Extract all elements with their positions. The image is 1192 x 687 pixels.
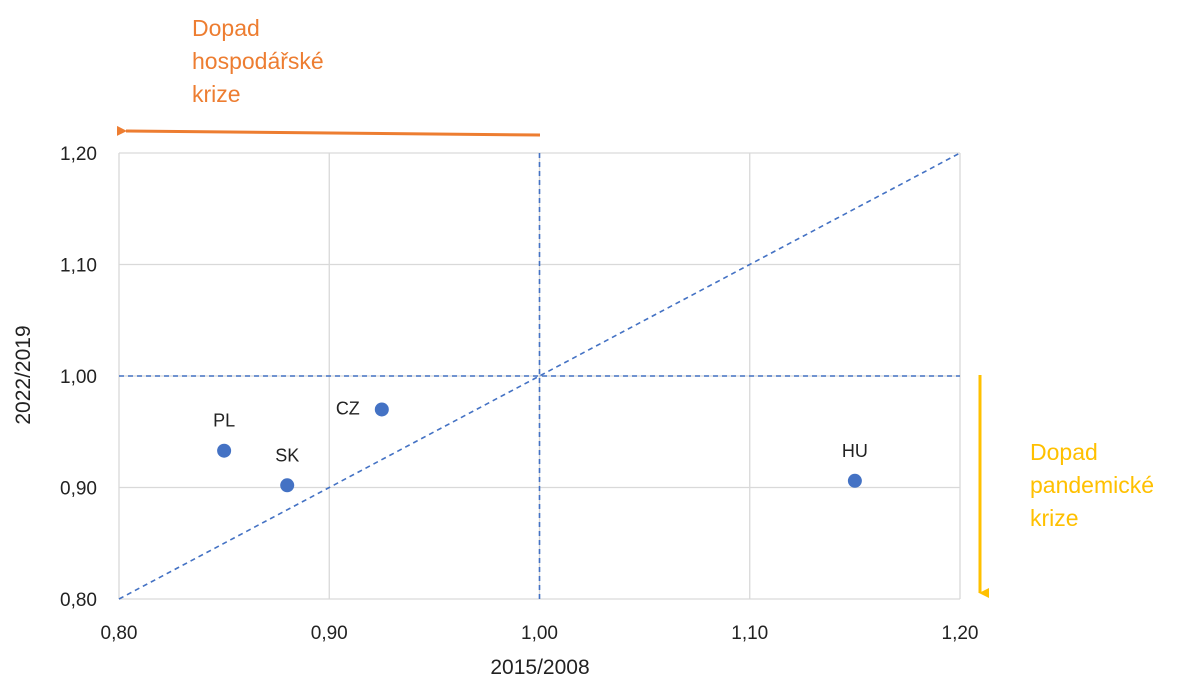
economic-crisis-annotation: Dopad hospodářské krize <box>192 12 324 111</box>
y-tick-label: 1,10 <box>60 256 97 277</box>
pandemic-crisis-line-1: Dopad <box>1030 439 1098 465</box>
y-tick-label: 0,90 <box>60 479 97 500</box>
economic-crisis-arrow <box>116 125 541 137</box>
y-tick-label: 0,80 <box>60 590 97 611</box>
point-label-cz: CZ <box>336 398 360 418</box>
pandemic-crisis-line-2: pandemické <box>1030 472 1155 498</box>
data-point-sk <box>280 478 295 493</box>
x-tick-label: 0,80 <box>101 623 138 644</box>
x-tick-label: 1,00 <box>521 623 558 644</box>
y-axis-title: 2022/2019 <box>12 325 35 424</box>
data-point-cz <box>374 402 389 417</box>
reference-line-diagonal <box>118 152 961 600</box>
x-tick-label: 0,90 <box>311 623 348 644</box>
pandemic-crisis-line-3: krize <box>1030 505 1079 531</box>
data-point-pl <box>217 443 232 458</box>
data-point-hu <box>847 473 862 488</box>
point-label-pl: PL <box>213 411 235 431</box>
x-axis-title: 2015/2008 <box>490 656 589 679</box>
x-tick-label: 1,20 <box>942 623 979 644</box>
economic-crisis-line-2: hospodářské <box>192 48 324 74</box>
economic-crisis-line-3: krize <box>192 81 241 107</box>
x-tick-label: 1,10 <box>731 623 768 644</box>
economic-crisis-line-1: Dopad <box>192 15 260 41</box>
reference-lines <box>118 152 961 600</box>
tick-labels: 0,80 0,90 1,00 1,10 1,20 0,80 0,90 1,00 1,10 1,20 <box>60 144 978 644</box>
y-tick-label: 1,00 <box>60 367 97 388</box>
point-label-sk: SK <box>275 445 299 465</box>
data-points: PL SK CZ HU <box>213 398 868 493</box>
y-tick-label: 1,20 <box>60 144 97 165</box>
point-label-hu: HU <box>842 441 868 461</box>
pandemic-crisis-annotation: Dopad pandemické krize <box>1030 436 1154 535</box>
